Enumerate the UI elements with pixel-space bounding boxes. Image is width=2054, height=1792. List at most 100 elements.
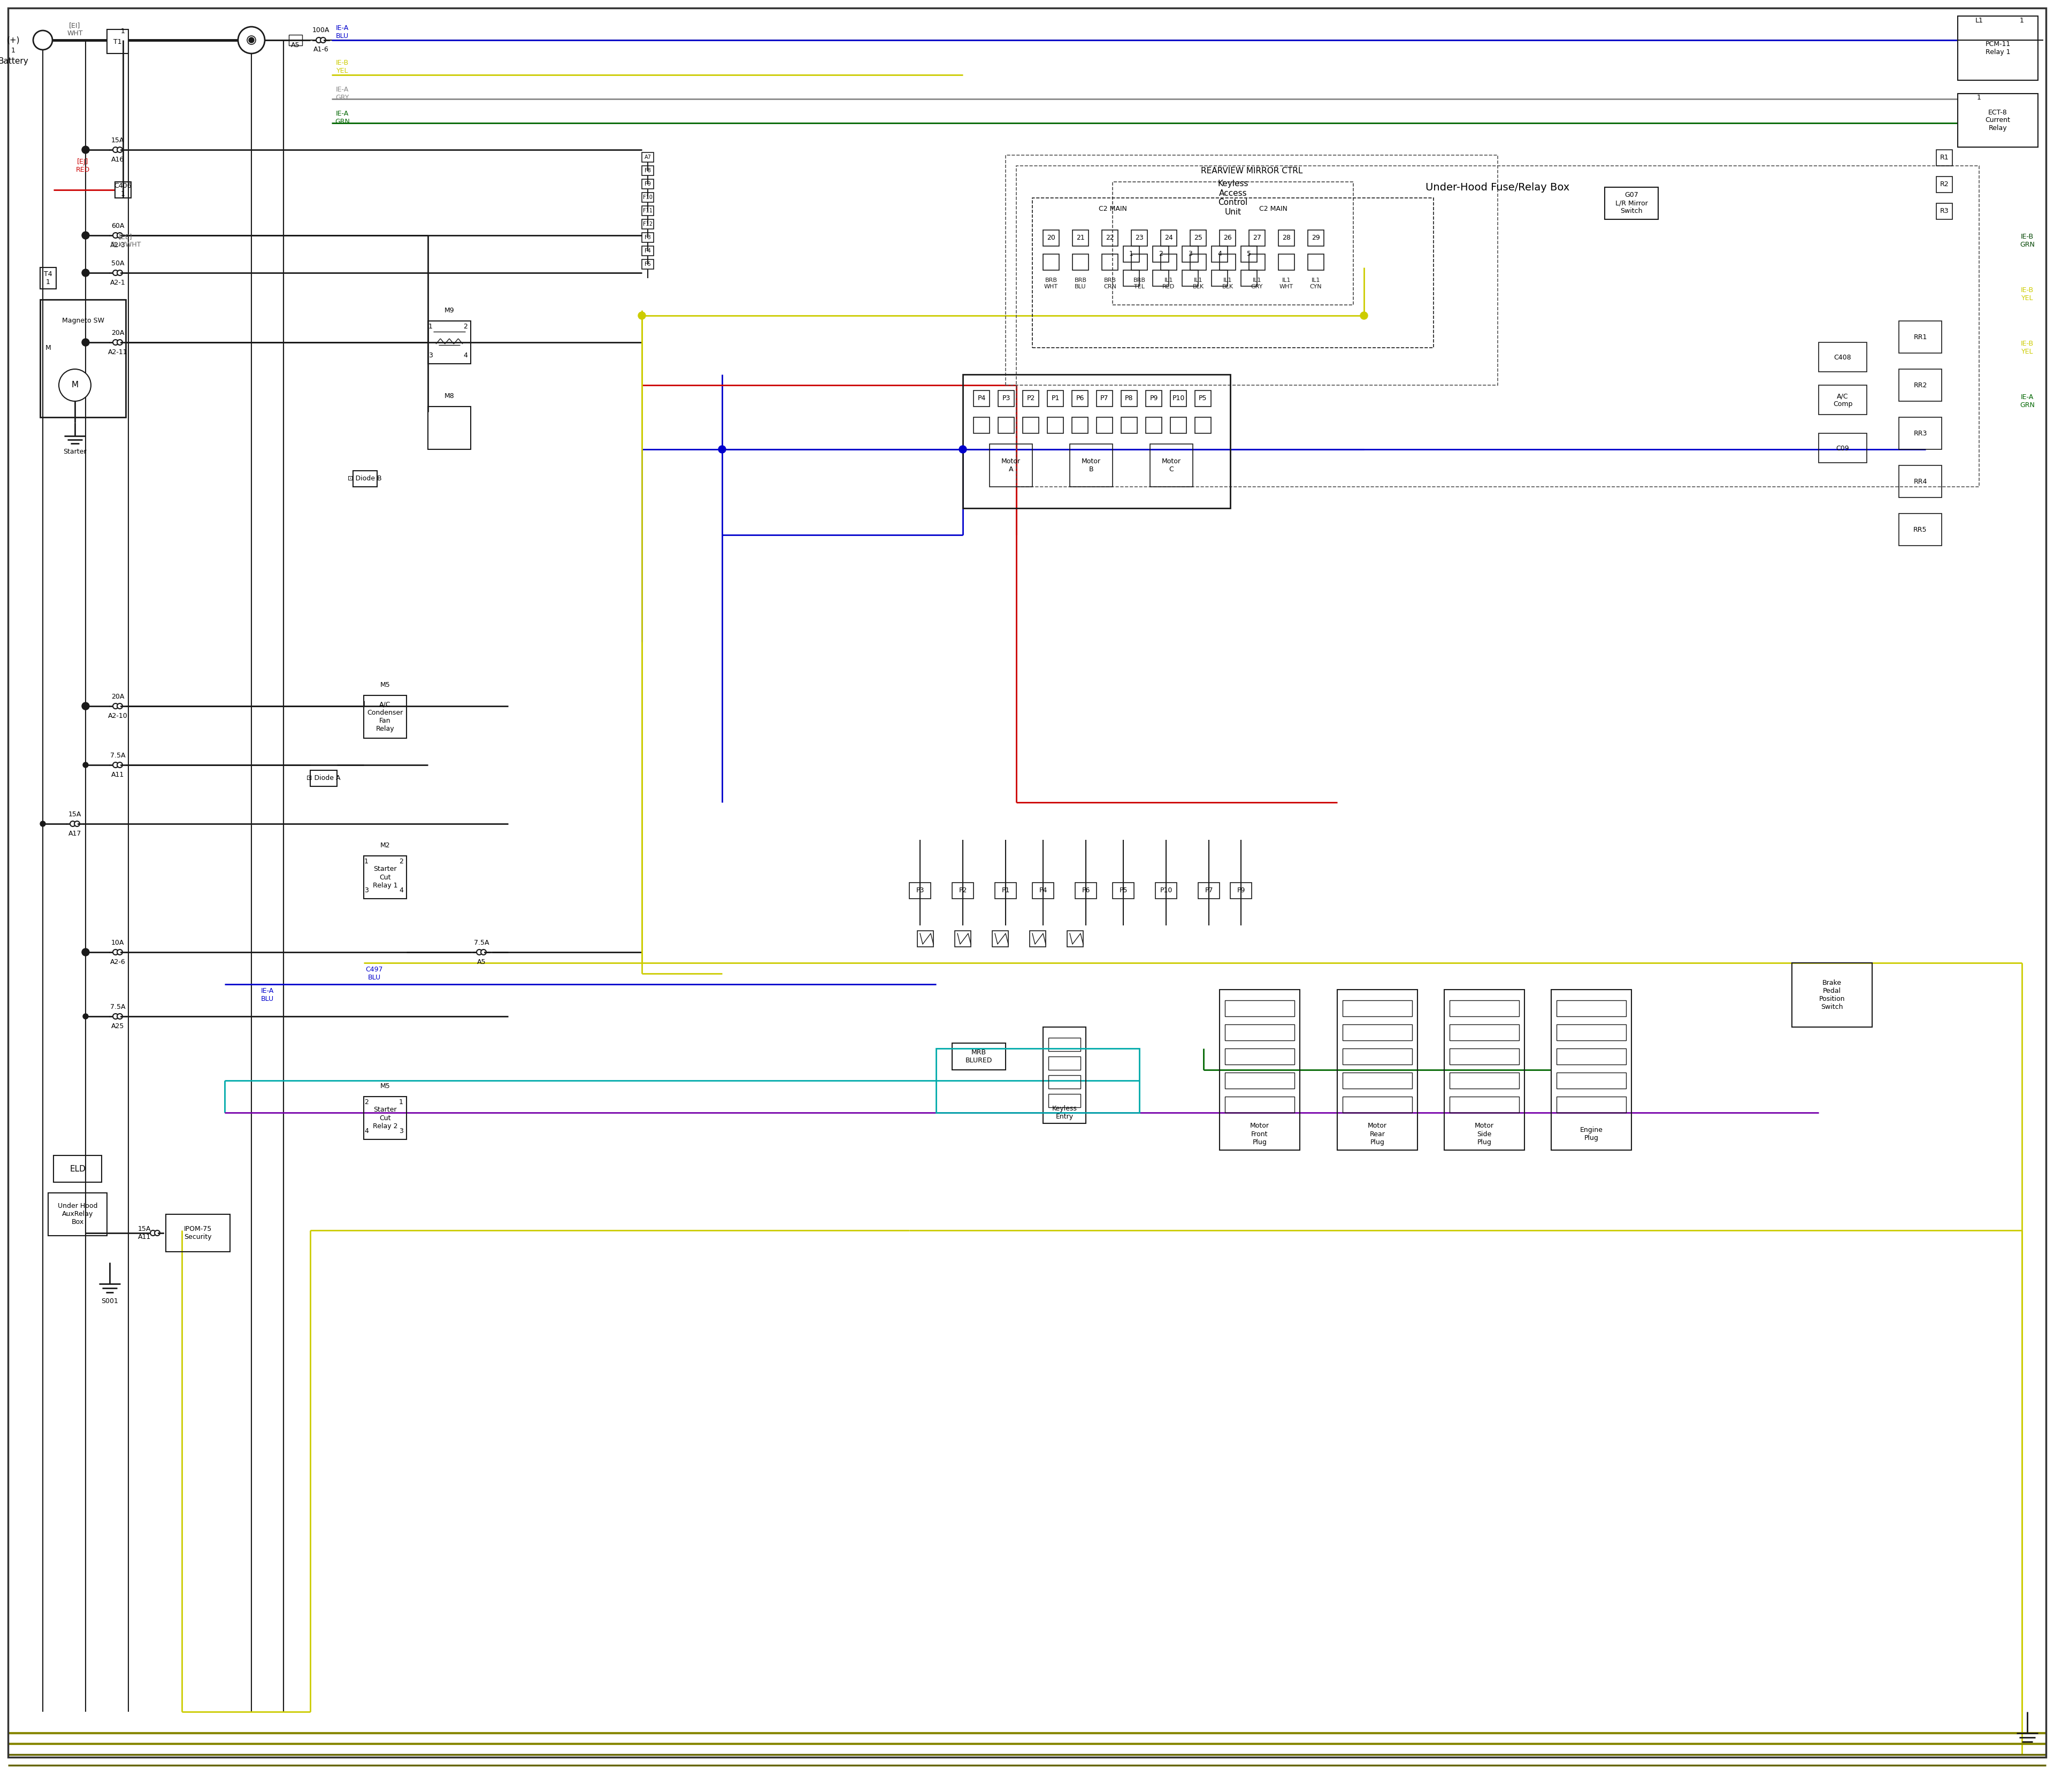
Bar xyxy=(1074,883,1097,898)
Circle shape xyxy=(33,30,53,50)
Bar xyxy=(353,471,378,487)
Text: C408: C408 xyxy=(1834,353,1851,360)
Bar xyxy=(1898,369,1941,401)
Circle shape xyxy=(113,271,119,276)
Text: A17: A17 xyxy=(68,830,82,837)
Bar xyxy=(1097,391,1113,407)
Circle shape xyxy=(82,762,88,767)
Bar xyxy=(974,391,990,407)
Bar xyxy=(1154,883,1177,898)
Bar xyxy=(641,219,653,229)
Bar xyxy=(1557,1073,1627,1088)
Bar xyxy=(1113,883,1134,898)
Circle shape xyxy=(249,38,255,43)
Bar xyxy=(1043,254,1060,271)
Text: Starter
Cut
Relay 1: Starter Cut Relay 1 xyxy=(372,866,398,889)
Text: 3: 3 xyxy=(429,353,433,358)
Text: 4: 4 xyxy=(364,1127,368,1134)
Bar xyxy=(1557,1025,1627,1041)
Bar xyxy=(641,206,653,215)
Bar xyxy=(107,29,127,54)
Bar xyxy=(1101,229,1117,246)
Text: C2 MAIN: C2 MAIN xyxy=(1099,204,1128,211)
Text: 3: 3 xyxy=(364,887,368,894)
Circle shape xyxy=(113,340,119,346)
Bar xyxy=(427,407,470,450)
Text: Motor
C: Motor C xyxy=(1163,459,1181,473)
Circle shape xyxy=(82,340,88,346)
Bar xyxy=(47,1193,107,1236)
Bar xyxy=(1171,418,1187,434)
Circle shape xyxy=(82,271,88,276)
Text: P2: P2 xyxy=(1027,394,1035,401)
Text: F5: F5 xyxy=(645,262,651,267)
Text: 29: 29 xyxy=(1313,235,1321,242)
Bar xyxy=(641,246,653,256)
Bar xyxy=(1220,989,1300,1150)
Bar xyxy=(1072,254,1089,271)
Text: 1: 1 xyxy=(429,323,433,330)
Bar xyxy=(1212,246,1228,262)
Bar xyxy=(1343,1000,1413,1016)
Text: Motor
A: Motor A xyxy=(1002,459,1021,473)
Bar xyxy=(1791,962,1871,1027)
Bar xyxy=(166,1215,230,1253)
Text: P10: P10 xyxy=(1161,887,1173,894)
Bar xyxy=(1898,466,1941,498)
Bar xyxy=(1097,418,1113,434)
Text: IE-A
BLU: IE-A BLU xyxy=(261,987,273,1002)
Bar xyxy=(1132,229,1148,246)
Text: Under-Hood Fuse/Relay Box: Under-Hood Fuse/Relay Box xyxy=(1425,183,1569,192)
Text: IE-B
YEL: IE-B YEL xyxy=(2021,287,2033,301)
Circle shape xyxy=(117,340,123,346)
Bar xyxy=(1937,151,1953,167)
Bar xyxy=(918,930,933,946)
Text: 1: 1 xyxy=(121,27,125,34)
Text: IE-A
GRY: IE-A GRY xyxy=(335,86,349,100)
Text: 3: 3 xyxy=(1187,251,1191,258)
Text: P8: P8 xyxy=(1126,394,1134,401)
Text: IE-A
BLU: IE-A BLU xyxy=(337,25,349,39)
Bar xyxy=(992,930,1009,946)
Bar xyxy=(1033,883,1054,898)
Text: C2 MAIN: C2 MAIN xyxy=(1259,204,1288,211)
Text: R2: R2 xyxy=(1939,181,1949,188)
Text: P7: P7 xyxy=(1101,394,1109,401)
Bar xyxy=(1197,883,1220,898)
Circle shape xyxy=(316,38,322,43)
Text: M: M xyxy=(72,382,78,389)
Text: 2: 2 xyxy=(1158,251,1163,258)
Text: P3: P3 xyxy=(1002,394,1011,401)
Bar xyxy=(1161,229,1177,246)
Circle shape xyxy=(639,312,645,319)
Text: 1: 1 xyxy=(1978,95,1982,102)
Bar xyxy=(1557,1000,1627,1016)
Bar xyxy=(1152,271,1169,287)
Bar xyxy=(1308,254,1325,271)
Bar xyxy=(955,930,972,946)
Bar xyxy=(998,391,1015,407)
Bar xyxy=(1023,418,1039,434)
Bar xyxy=(910,883,930,898)
Bar xyxy=(1161,254,1177,271)
Bar xyxy=(1444,989,1524,1150)
Text: A11: A11 xyxy=(111,771,123,778)
Text: 27: 27 xyxy=(1253,235,1261,242)
Circle shape xyxy=(117,762,123,767)
Bar xyxy=(1898,514,1941,545)
Text: 1: 1 xyxy=(2019,16,2023,23)
Circle shape xyxy=(41,821,45,826)
Bar xyxy=(1048,391,1064,407)
Text: P1: P1 xyxy=(1052,394,1060,401)
Circle shape xyxy=(477,950,483,955)
Text: 20A: 20A xyxy=(111,694,123,701)
Text: BRB
CRN: BRB CRN xyxy=(1103,278,1115,289)
Text: BRB
WHT: BRB WHT xyxy=(1043,278,1058,289)
Text: BRB
BLU: BRB BLU xyxy=(1074,278,1087,289)
Bar xyxy=(1220,229,1237,246)
Bar xyxy=(1450,1025,1520,1041)
Circle shape xyxy=(238,27,265,54)
Bar xyxy=(1017,167,1980,487)
Text: Starter
Cut
Relay 2: Starter Cut Relay 2 xyxy=(372,1106,398,1129)
Bar xyxy=(1183,246,1197,262)
